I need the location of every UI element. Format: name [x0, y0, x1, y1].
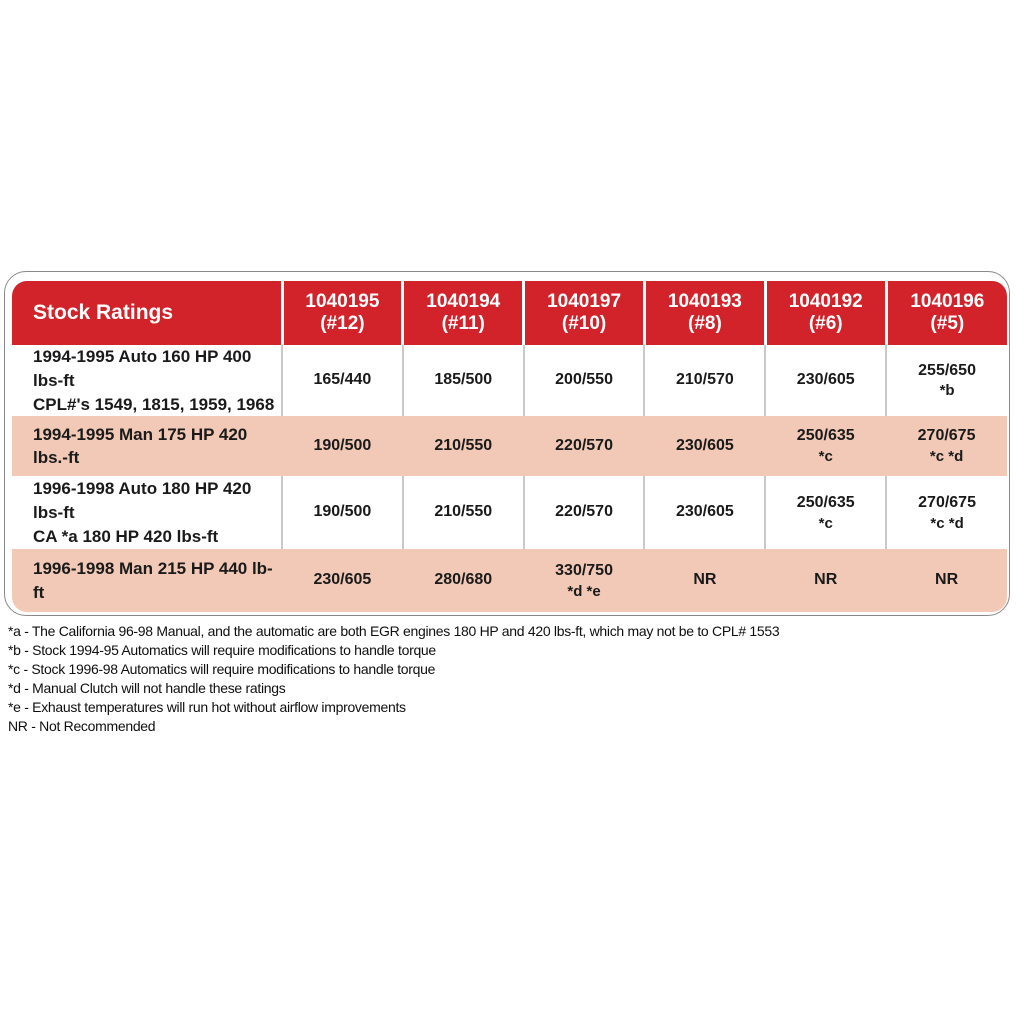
table-row: 1996-1998 Auto 180 HP 420 lbs-ft CA *a 1… — [12, 476, 1007, 550]
rating-note: *c *d — [930, 514, 964, 532]
rating-value: 330/750 — [555, 561, 613, 579]
rating-cell: 250/635 *c — [765, 416, 886, 476]
stock-ratings-card: Stock Ratings 1040195 (#12) 1040194 (#11… — [4, 271, 1010, 617]
footnote-d: *d - Manual Clutch will not handle these… — [8, 680, 286, 696]
rating-value: 190/500 — [313, 436, 372, 454]
rating-note: *c — [818, 448, 833, 466]
column-header-1040197: 1040197 (#10) — [522, 281, 645, 345]
injector-number: (#11) — [441, 313, 485, 334]
rating-value: 250/635 — [796, 493, 855, 511]
rating-value: 220/570 — [555, 436, 613, 454]
rating-cell: 220/570 — [524, 416, 645, 476]
part-number: 1040195 — [305, 290, 380, 312]
rating-value: 280/680 — [434, 571, 493, 589]
rating-value: 190/500 — [313, 503, 372, 521]
injector-number: (#10) — [561, 313, 607, 334]
rating-cell: 255/650 *b — [885, 345, 1007, 417]
column-header-1040192: 1040192 (#6) — [763, 281, 887, 345]
rating-value: 230/605 — [313, 571, 372, 589]
injector-number: (#5) — [930, 313, 965, 334]
table-header-row: Stock Ratings 1040195 (#12) 1040194 (#11… — [12, 281, 1007, 345]
rating-value: 210/550 — [434, 436, 493, 454]
footnote-c: *c - Stock 1996-98 Automatics will requi… — [8, 661, 436, 677]
row-label-line2: CPL#'s 1549, 1815, 1959, 1968 — [33, 394, 275, 414]
row-label-line1: 1994-1995 Auto 160 HP 400 lbs-ft — [33, 347, 252, 390]
rating-value: 270/675 — [918, 493, 976, 511]
rating-cell: 250/635 *c — [764, 476, 887, 550]
injector-number: (#12) — [320, 313, 365, 334]
rating-note: *c *d — [929, 448, 964, 466]
rating-cell: 190/500 — [282, 416, 403, 476]
rating-cell: 280/680 — [403, 549, 524, 612]
injector-number: (#8) — [688, 313, 722, 334]
rating-cell: 230/605 — [644, 416, 765, 476]
rating-cell: 210/550 — [401, 476, 524, 550]
column-header-1040195: 1040195 (#12) — [280, 281, 403, 345]
rating-cell: 270/675 *c *d — [885, 476, 1007, 550]
rating-value: 210/570 — [675, 371, 734, 389]
part-number: 1040193 — [667, 290, 742, 312]
rating-value: 230/605 — [675, 436, 734, 454]
row-label: 1994-1995 Man 175 HP 420 lbs.-ft — [12, 416, 282, 476]
rating-value: 270/675 — [917, 427, 976, 445]
part-number: 1040194 — [426, 290, 501, 312]
rating-note: *c — [818, 514, 833, 532]
rating-note: *b — [939, 382, 955, 400]
footnote-a: *a - The California 96-98 Manual, and th… — [8, 623, 780, 639]
rating-cell: NR — [765, 549, 886, 612]
rating-cell: 165/440 — [281, 345, 403, 417]
corner-header-stock-ratings: Stock Ratings — [12, 281, 282, 345]
row-label: 1994-1995 Auto 160 HP 400 lbs-ft CPL#'s … — [12, 345, 282, 416]
rating-value: 220/570 — [555, 503, 613, 521]
footnote-b: *b - Stock 1994-95 Automatics will requi… — [8, 642, 436, 658]
footnote-e: *e - Exhaust temperatures will run hot w… — [8, 699, 406, 715]
rating-cell: 210/550 — [403, 416, 524, 476]
rating-cell: 190/500 — [281, 476, 403, 550]
rating-cell: 330/750 *d *e — [524, 549, 645, 612]
rating-value: 165/440 — [313, 371, 372, 389]
rating-value: 185/500 — [434, 371, 493, 389]
rating-value: 210/550 — [434, 503, 493, 521]
rating-cell: 230/605 — [282, 549, 403, 612]
row-label-line1: 1994-1995 Man 175 HP 420 lbs.-ft — [33, 424, 248, 468]
rating-cell: 230/605 — [764, 345, 887, 417]
injector-number: (#6) — [808, 313, 843, 334]
table-row: 1994-1995 Man 175 HP 420 lbs.-ft 190/500… — [12, 416, 1007, 477]
row-label: 1996-1998 Auto 180 HP 420 lbs-ft CA *a 1… — [12, 476, 282, 549]
part-number: 1040192 — [788, 290, 863, 312]
rating-value: 230/605 — [675, 503, 734, 521]
rating-cell: 185/500 — [401, 345, 524, 417]
column-header-1040194: 1040194 (#11) — [401, 281, 524, 345]
rating-cell: NR — [644, 549, 765, 612]
column-header-1040193: 1040193 (#8) — [642, 281, 766, 345]
table-row: 1994-1995 Auto 160 HP 400 lbs-ft CPL#'s … — [12, 345, 1007, 417]
footnotes: *a - The California 96-98 Manual, and th… — [8, 622, 1018, 736]
row-label-line1: 1996-1998 Man 215 HP 440 lb-ft — [33, 559, 273, 602]
column-header-1040196: 1040196 (#5) — [884, 281, 1007, 345]
rating-value: 230/605 — [796, 371, 855, 389]
stock-ratings-table-wrap: Stock Ratings 1040195 (#12) 1040194 (#11… — [12, 281, 1007, 613]
part-number: 1040196 — [910, 290, 985, 312]
rating-cell: 220/570 — [522, 476, 645, 550]
stock-ratings-table: Stock Ratings 1040195 (#12) 1040194 (#11… — [12, 281, 1007, 613]
row-label: 1996-1998 Man 215 HP 440 lb-ft — [12, 549, 282, 612]
table-row: 1996-1998 Man 215 HP 440 lb-ft 230/605 2… — [12, 549, 1007, 613]
rating-cell: NR — [886, 549, 1007, 612]
rating-cell: 200/550 — [522, 345, 645, 417]
rating-cell: 270/675 *c *d — [886, 416, 1007, 476]
rating-value: 200/550 — [555, 371, 613, 389]
rating-value: 255/650 — [918, 361, 976, 379]
rating-note: *d *e — [567, 582, 601, 600]
rating-cell: 210/570 — [643, 345, 766, 417]
rating-value: NR — [935, 571, 959, 589]
row-label-line1: 1996-1998 Auto 180 HP 420 lbs-ft — [33, 479, 252, 522]
part-number: 1040197 — [547, 290, 622, 312]
footnote-nr: NR - Not Recommended — [8, 718, 156, 734]
rating-value: NR — [814, 571, 838, 589]
row-label-line2: CA *a 180 HP 420 lbs-ft — [33, 526, 219, 546]
rating-cell: 230/605 — [643, 476, 766, 550]
rating-value: 250/635 — [796, 427, 855, 445]
rating-value: NR — [693, 571, 717, 589]
